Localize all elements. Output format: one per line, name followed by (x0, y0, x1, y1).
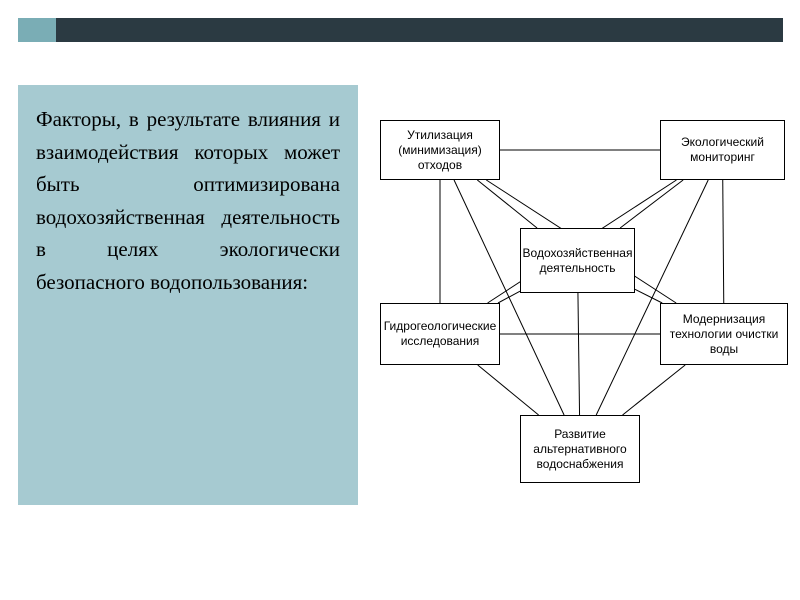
header-bar (18, 18, 783, 42)
edge-water-alt (578, 293, 580, 415)
edge-modern-alt (623, 365, 686, 415)
node-modern: Модернизация технологии очистки воды (660, 303, 788, 365)
diagram-area: Утилизация (минимизация) отходов Экологич… (360, 85, 800, 525)
sidebar-panel: Факторы, в результате влияния и взаимоде… (18, 85, 358, 505)
edge-eco-water (620, 180, 683, 228)
sidebar-text: Факторы, в результате влияния и взаимоде… (36, 103, 340, 298)
node-hydro: Гидрогеологические исследования (380, 303, 500, 365)
node-alt: Развитие альтернативного водоснабжения (520, 415, 640, 483)
node-eco: Экологический мониторинг (660, 120, 785, 180)
edge-water-hydro (498, 291, 520, 303)
node-util: Утилизация (минимизация) отходов (380, 120, 500, 180)
edge-hydro-alt (478, 365, 539, 415)
edge-eco-modern (723, 180, 724, 303)
node-water: Водохозяйственная деятельность (520, 228, 635, 293)
edge-util-water (477, 180, 537, 228)
header-accent-teal (18, 18, 56, 42)
header-accent-dark (56, 18, 783, 42)
